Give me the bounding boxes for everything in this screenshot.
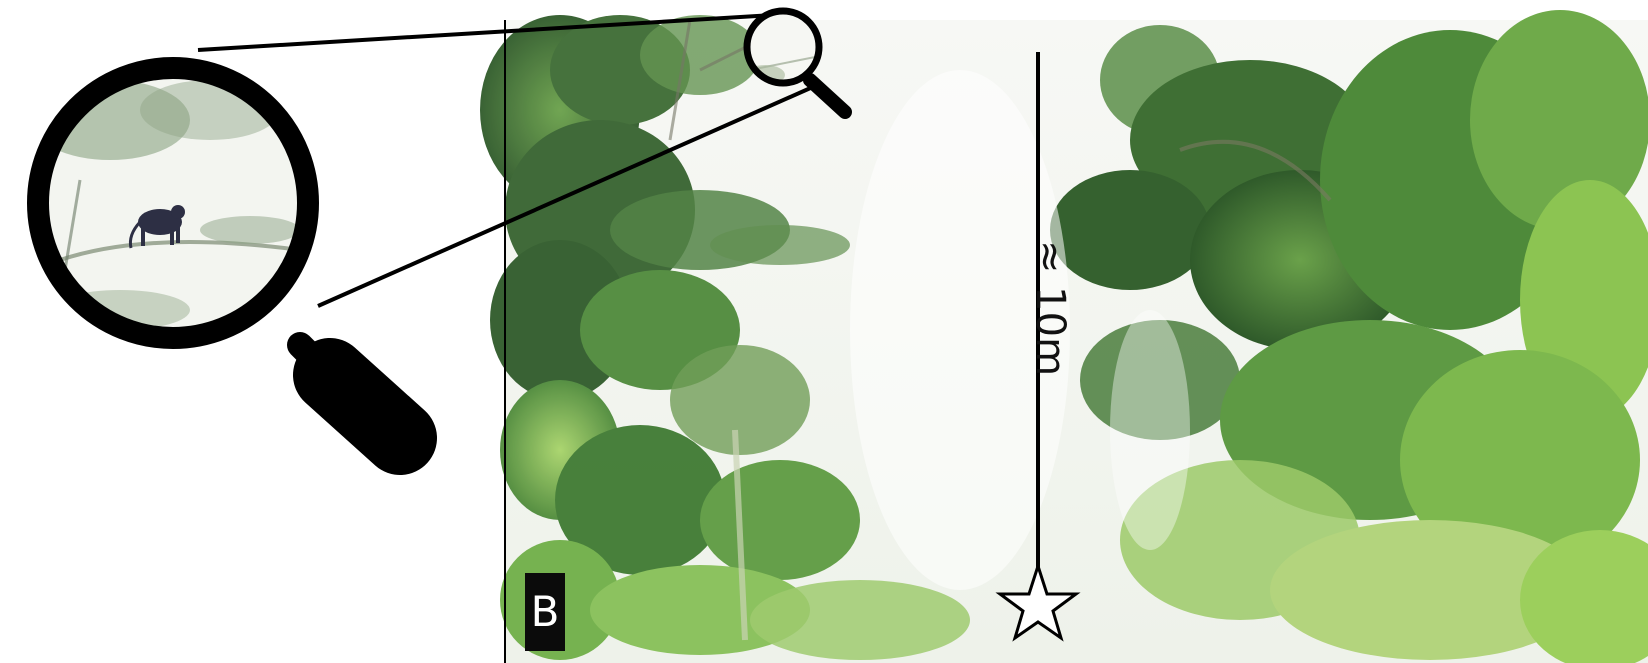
star-icon: [995, 561, 1081, 642]
forest-photo: [480, 10, 1648, 663]
right-canopy: [1050, 10, 1648, 663]
magnifier-icon: [743, 7, 852, 119]
scale-label: ≈ 10m: [1027, 239, 1073, 377]
connector-line-top: [197, 12, 791, 52]
zoom-inset: [27, 57, 437, 475]
animal-silhouette: [128, 205, 185, 249]
connector-line-bottom: [317, 84, 816, 308]
panel-label: B: [525, 573, 565, 651]
left-canopy: [480, 15, 970, 660]
